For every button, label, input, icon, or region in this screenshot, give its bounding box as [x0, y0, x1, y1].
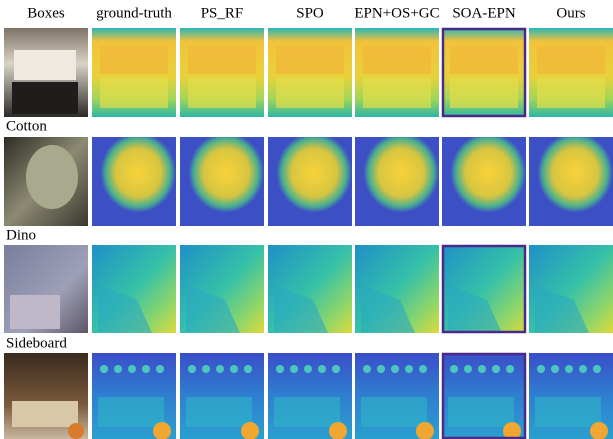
depth-map — [442, 245, 526, 333]
vase — [276, 365, 284, 373]
vase — [202, 365, 210, 373]
cabinet — [448, 397, 514, 427]
vase — [492, 365, 500, 373]
vase — [506, 365, 514, 373]
depth — [529, 137, 613, 226]
cabinet — [98, 397, 164, 427]
row-label: Sideboard — [6, 335, 67, 351]
box-top — [537, 46, 605, 74]
vase — [537, 365, 545, 373]
depth-map — [355, 353, 439, 439]
row-label: Cotton — [6, 118, 47, 134]
input-photo — [4, 353, 88, 439]
vase — [216, 365, 224, 373]
depth-map — [529, 137, 613, 226]
depth-map — [92, 28, 176, 117]
column-header: ground-truth — [96, 5, 172, 21]
depth-map — [268, 28, 352, 117]
vase — [318, 365, 326, 373]
cabinet — [274, 397, 340, 427]
vase — [579, 365, 587, 373]
toys — [10, 295, 60, 329]
vase — [142, 365, 150, 373]
depth-map — [442, 28, 526, 117]
crate — [12, 82, 78, 114]
vase — [304, 365, 312, 373]
depth-map — [92, 137, 176, 226]
crate — [537, 78, 605, 108]
box — [14, 50, 76, 80]
cabinet — [186, 397, 252, 427]
box-top — [450, 46, 518, 74]
depth-map — [529, 28, 613, 117]
vase — [363, 365, 371, 373]
crate — [450, 78, 518, 108]
vase — [244, 365, 252, 373]
input-photo — [4, 137, 88, 226]
depth — [268, 137, 352, 226]
row-label: Dino — [6, 227, 36, 243]
figure: ground-truth PS_RF SPO EPN+OS+GC SOA-EPN Ours… — [0, 0, 613, 439]
column-header: PS_RF — [201, 5, 244, 21]
column-header: SOA-EPN — [452, 5, 516, 21]
depth — [355, 137, 439, 226]
vase — [377, 365, 385, 373]
input-photo — [4, 245, 88, 333]
input-photo — [4, 28, 88, 117]
depth-map — [92, 245, 176, 333]
vase — [391, 365, 399, 373]
statue — [26, 145, 78, 209]
box-top — [188, 46, 256, 74]
vase — [405, 365, 413, 373]
crate — [363, 78, 431, 108]
vase — [593, 365, 601, 373]
vase — [478, 365, 486, 373]
vase — [419, 365, 427, 373]
box-top — [363, 46, 431, 74]
column-header: Ours — [556, 5, 585, 21]
depth-map — [355, 245, 439, 333]
depth-map — [268, 137, 352, 226]
depth-map — [355, 137, 439, 226]
vase — [565, 365, 573, 373]
depth-map — [180, 137, 264, 226]
cabinet — [535, 397, 601, 427]
crate — [188, 78, 256, 108]
depth-map — [268, 353, 352, 439]
vase — [464, 365, 472, 373]
depth — [180, 137, 264, 226]
cabinet — [361, 397, 427, 427]
ball — [68, 423, 84, 439]
depth-map — [92, 353, 176, 439]
vase — [114, 365, 122, 373]
depth-map — [529, 353, 613, 439]
column-header: SPO — [296, 5, 324, 21]
depth-map — [180, 245, 264, 333]
depth — [92, 137, 176, 226]
vase — [100, 365, 108, 373]
vase — [156, 365, 164, 373]
vase — [188, 365, 196, 373]
box-top — [276, 46, 344, 74]
vase — [551, 365, 559, 373]
depth-map — [442, 137, 526, 226]
vase — [332, 365, 340, 373]
box-top — [100, 46, 168, 74]
column-header: EPN+OS+GC — [354, 5, 439, 21]
vase — [290, 365, 298, 373]
crate — [100, 78, 168, 108]
crate — [276, 78, 344, 108]
depth-map — [180, 28, 264, 117]
vase — [128, 365, 136, 373]
vase — [450, 365, 458, 373]
depth-map — [355, 28, 439, 117]
cabinet — [12, 401, 78, 427]
depth-map — [529, 245, 613, 333]
depth-map — [180, 353, 264, 439]
depth-map — [442, 353, 526, 439]
depth-map — [268, 245, 352, 333]
vase — [230, 365, 238, 373]
row-label: Boxes — [27, 5, 65, 21]
depth — [442, 137, 526, 226]
